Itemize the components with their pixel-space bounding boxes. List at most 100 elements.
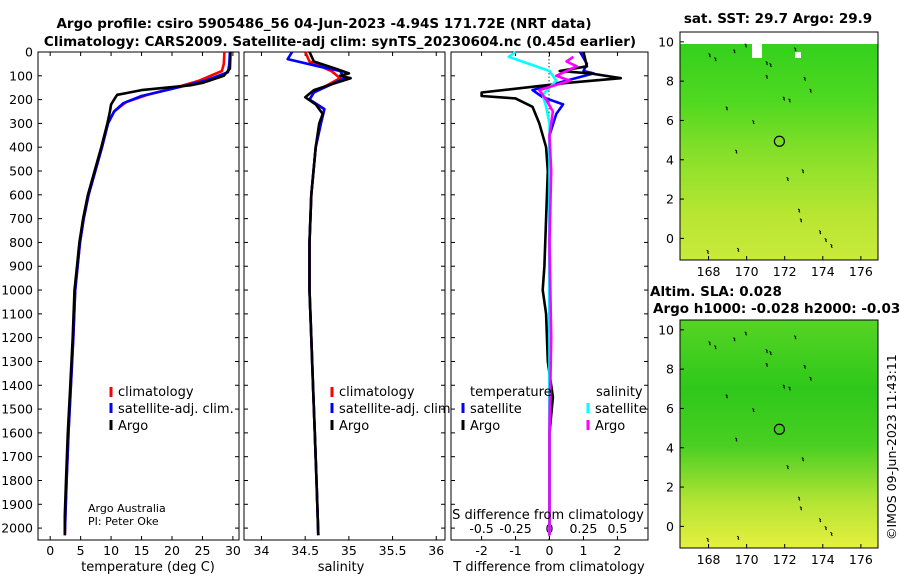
- x-tick-label: -2: [475, 543, 487, 558]
- island-coastline: [830, 531, 833, 537]
- depth-tick-label: 2000: [1, 521, 33, 536]
- map-lat-label: 10: [658, 322, 674, 337]
- depth-tick-label: 1700: [1, 449, 33, 464]
- t-difference-xlabel: T difference from climatology: [452, 560, 645, 575]
- salinity-y-ticks: [244, 51, 445, 529]
- x-tick-label: 25: [195, 543, 211, 558]
- sla-map-panel: Altim. SLA: 0.028 Argo h1000: -0.028 h20…: [650, 284, 900, 567]
- island-coastline: [830, 243, 833, 249]
- sst-no-data-patch: [795, 52, 801, 58]
- temperature-xlabel: temperature (deg C): [81, 560, 215, 575]
- island-coastline: [734, 149, 738, 154]
- s-tick-label: 0.25: [570, 521, 598, 536]
- island-coastline: [765, 362, 769, 368]
- sla-float-marker: [773, 423, 785, 435]
- island-coastline: [818, 230, 822, 235]
- island-coastline: [803, 364, 807, 370]
- x-tick-label: 2: [613, 543, 621, 558]
- x-tick-label: 15: [134, 543, 150, 558]
- map-lon-label: 174: [811, 264, 835, 279]
- difference-x-ticks: -2 -1 0 1 2-0.5 -0.25 0 0.25 0.5: [469, 52, 627, 558]
- map-lat-label: 8: [666, 362, 674, 377]
- island-coastline: [801, 457, 805, 462]
- series-line-argo: [63, 51, 232, 536]
- legend-t-satellite: satellite: [470, 402, 522, 417]
- island-coastline: [799, 506, 803, 511]
- sla-coastlines: [706, 331, 833, 543]
- island-coastline: [765, 349, 769, 354]
- island-coastline: [706, 249, 710, 255]
- island-coastline: [786, 464, 789, 470]
- island-coastline: [824, 525, 828, 531]
- island-coastline: [733, 49, 736, 54]
- s-tick-label: 0.5: [607, 521, 627, 536]
- depth-tick-label: 100: [9, 68, 33, 83]
- map-lon-label: 170: [735, 552, 759, 567]
- salinity-axes-frame: [243, 51, 446, 541]
- island-coastline: [782, 96, 786, 101]
- island-coastline: [797, 208, 801, 213]
- island-coastline: [782, 384, 786, 389]
- sla-map-ticks: 168 170 172 174 176 0 2 4 6 8 10: [658, 322, 873, 567]
- map-lat-label: 6: [666, 401, 674, 416]
- depth-tick-label: 900: [9, 259, 33, 274]
- map-lat-label: 2: [666, 192, 674, 207]
- island-coastline: [765, 61, 769, 66]
- series-line-s-argo: [537, 55, 579, 536]
- salinity-lines: [286, 51, 352, 536]
- island-coastline: [769, 62, 772, 68]
- depth-tick-label: 1600: [1, 425, 33, 440]
- x-tick-label: 34.5: [291, 543, 319, 558]
- s-tick-label: -0.25: [499, 521, 531, 536]
- depth-tick-label: 800: [9, 235, 33, 250]
- island-coastline: [706, 537, 710, 543]
- figure-title-line2: Climatology: CARS2009. Satellite-adj cli…: [44, 34, 636, 50]
- legend-s-satellite: satellite: [595, 402, 647, 417]
- island-coastline: [797, 496, 801, 501]
- figure-title-line1: Argo profile: csiro 5905486_56 04-Jun-20…: [56, 16, 591, 32]
- temperature-x-ticks: 0 5 10 15 20 25 30: [46, 52, 241, 558]
- x-tick-label: 30: [225, 543, 241, 558]
- legend-argo: Argo: [339, 419, 369, 434]
- depth-tick-label: 1000: [1, 283, 33, 298]
- imos-watermark: ©IMOS 09-Jun-2023 11:43:11: [884, 354, 899, 540]
- island-coastline: [788, 98, 791, 103]
- x-tick-label: 0: [546, 543, 554, 558]
- depth-tick-label: 1100: [1, 306, 33, 321]
- series-line-t-argo: [480, 51, 623, 536]
- map-lon-label: 172: [773, 264, 797, 279]
- sla-map-frame: [679, 319, 879, 549]
- map-lat-label: 8: [666, 74, 674, 89]
- island-coastline: [769, 350, 772, 356]
- legend-t-argo: Argo: [470, 419, 500, 434]
- temperature-lines: [63, 51, 232, 536]
- island-coastline: [801, 169, 805, 174]
- series-line-argo: [303, 51, 352, 536]
- island-coastline: [734, 437, 738, 442]
- x-tick-label: 0: [46, 543, 54, 558]
- map-lat-label: 2: [666, 480, 674, 495]
- island-coastline: [725, 394, 729, 399]
- island-coastline: [786, 176, 789, 182]
- depth-tick-label: 1400: [1, 378, 33, 393]
- map-lon-label: 176: [849, 552, 873, 567]
- depth-tick-label: 300: [9, 116, 33, 131]
- island-coastline: [803, 76, 807, 82]
- sla-map-title-line2: Argo h1000: -0.028 h2000: -0.034: [653, 301, 900, 317]
- depth-tick-label: 1800: [1, 473, 33, 488]
- x-tick-label: 5: [77, 543, 85, 558]
- map-lon-label: 168: [697, 264, 721, 279]
- temperature-panel: 0100200300400500600700800900100011001200…: [1, 45, 241, 576]
- island-coastline: [765, 74, 769, 80]
- salinity-panel: 34 34.5 35 35.5 36 salinity climatology sate…: [243, 51, 455, 575]
- x-tick-label: -1: [509, 543, 521, 558]
- sst-map-frame: [679, 31, 879, 261]
- s-tick-label: -0.5: [469, 521, 493, 536]
- depth-tick-label: 1900: [1, 497, 33, 512]
- x-tick-label: 36: [428, 543, 444, 558]
- depth-tick-label: 600: [9, 187, 33, 202]
- depth-tick-label: 400: [9, 140, 33, 155]
- island-coastline: [733, 337, 736, 342]
- difference-lines: [480, 50, 623, 536]
